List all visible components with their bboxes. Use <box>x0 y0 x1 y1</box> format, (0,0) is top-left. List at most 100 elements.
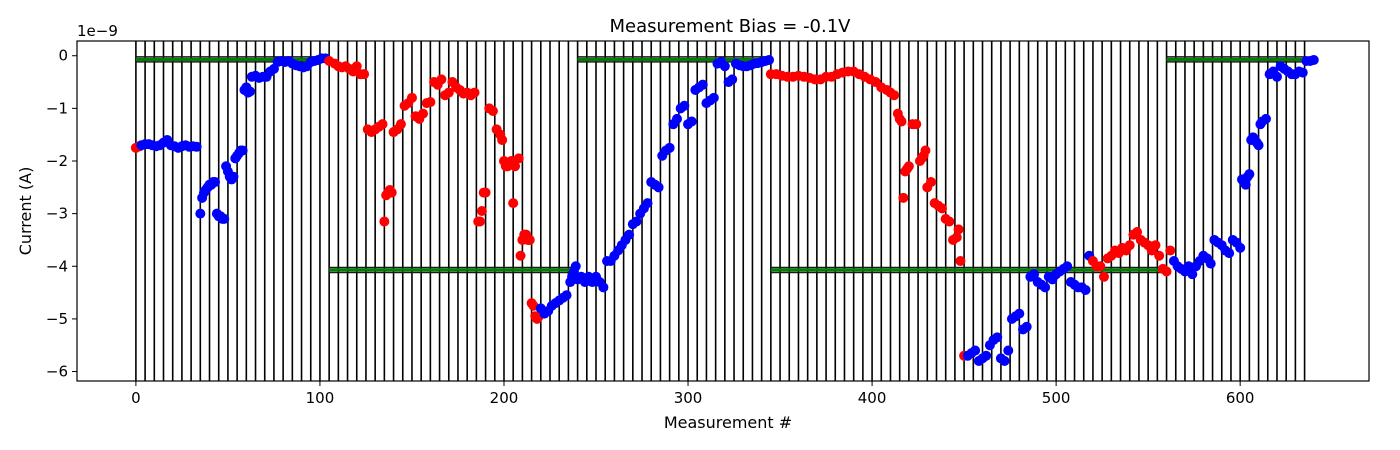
data-point <box>1271 71 1282 82</box>
x-axis-label: Measurement # <box>664 413 792 432</box>
data-point <box>510 161 521 172</box>
data-point <box>1040 282 1051 293</box>
y-tick-label: 0 <box>58 47 68 65</box>
y-tick-label: −3 <box>46 205 68 223</box>
y-axis: 0 −1 −2 −3 −4 −5 −6 <box>46 47 77 381</box>
data-point <box>1260 113 1271 124</box>
data-point <box>1080 284 1091 295</box>
data-point <box>686 116 697 127</box>
data-point <box>911 119 922 130</box>
data-point <box>764 54 775 65</box>
data-point <box>631 216 642 227</box>
data-point <box>653 182 664 193</box>
data-point <box>598 282 609 293</box>
data-point <box>513 153 524 164</box>
data-point <box>1253 140 1264 151</box>
data-point <box>999 356 1010 366</box>
data-point <box>406 92 417 103</box>
data-point <box>487 106 498 116</box>
data-point <box>937 203 948 214</box>
data-point <box>1161 266 1172 277</box>
data-point <box>889 90 900 101</box>
data-point <box>1235 242 1246 253</box>
data-point <box>920 145 931 156</box>
data-point <box>475 216 486 227</box>
data-point-group <box>130 53 1319 366</box>
data-point <box>1014 308 1025 319</box>
data-point <box>1098 271 1109 282</box>
data-point <box>1183 261 1194 272</box>
data-point <box>1154 250 1165 261</box>
x-tick-label: 300 <box>674 389 703 407</box>
data-point <box>1095 261 1106 272</box>
x-tick-label: 100 <box>306 389 335 407</box>
y-offset-text: 1e−9 <box>77 22 118 40</box>
data-point <box>903 161 914 172</box>
x-tick-label: 500 <box>1042 389 1071 407</box>
data-point <box>469 87 480 98</box>
data-point <box>925 177 936 188</box>
data-point <box>359 69 370 80</box>
data-point <box>664 142 675 153</box>
vertical-line-group <box>135 41 1306 381</box>
data-point <box>1187 269 1198 280</box>
data-point <box>727 74 738 85</box>
data-point <box>1297 67 1308 78</box>
data-point <box>191 141 202 152</box>
data-point <box>386 187 397 198</box>
data-point <box>898 192 909 203</box>
data-point <box>497 134 508 145</box>
data-point <box>418 108 429 119</box>
data-point <box>970 345 981 356</box>
data-point <box>708 92 719 103</box>
data-point <box>425 97 436 108</box>
data-point <box>237 145 248 156</box>
data-point <box>443 87 454 98</box>
data-point <box>195 208 206 219</box>
x-tick-label: 200 <box>490 389 519 407</box>
data-point <box>524 234 535 245</box>
data-point <box>951 232 962 243</box>
data-point <box>1132 227 1143 238</box>
data-point <box>1062 261 1073 272</box>
data-point <box>671 113 682 124</box>
data-point <box>1029 269 1040 280</box>
data-point <box>1150 240 1161 251</box>
data-point <box>570 261 581 272</box>
data-point <box>219 213 230 224</box>
data-point <box>436 74 447 85</box>
data-point <box>1240 179 1251 190</box>
data-point <box>228 171 239 182</box>
data-point <box>1244 169 1255 180</box>
x-axis: 0 100 200 300 400 500 600 <box>131 381 1254 407</box>
data-point <box>379 216 390 227</box>
y-tick-label: −2 <box>46 152 68 170</box>
y-axis-label: Current (A) <box>16 167 35 256</box>
y-tick-label: −1 <box>46 99 68 117</box>
data-point <box>508 198 519 209</box>
data-point <box>1205 258 1216 269</box>
data-point <box>395 119 406 130</box>
data-point <box>1165 245 1176 256</box>
y-tick-label: −5 <box>46 310 68 328</box>
data-point <box>981 350 992 361</box>
data-point <box>697 79 708 90</box>
x-tick-label: 400 <box>858 389 887 407</box>
x-tick-label: 600 <box>1226 389 1255 407</box>
data-point <box>955 256 966 266</box>
data-point <box>245 86 256 97</box>
data-point <box>1003 345 1014 356</box>
data-point <box>944 216 955 227</box>
data-point <box>351 61 362 72</box>
data-point <box>953 224 964 235</box>
data-point <box>642 198 653 209</box>
data-point <box>1124 240 1135 251</box>
data-point <box>1021 321 1032 332</box>
data-point <box>679 100 690 111</box>
y-tick-label: −4 <box>46 257 68 275</box>
data-point <box>210 177 221 188</box>
data-point <box>515 250 526 261</box>
data-point <box>719 61 730 72</box>
chart-title: Measurement Bias = -0.1V <box>609 16 851 37</box>
